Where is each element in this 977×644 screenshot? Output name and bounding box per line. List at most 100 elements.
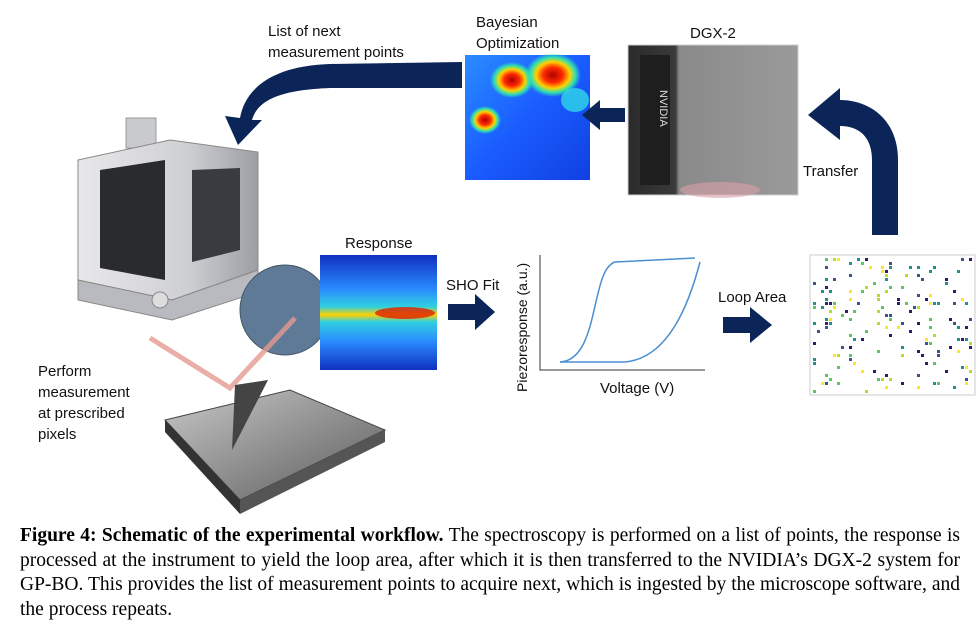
pixel — [917, 322, 920, 325]
pixel — [917, 374, 920, 377]
pixel — [889, 314, 892, 317]
pixel — [933, 302, 936, 305]
pixel — [949, 318, 952, 321]
pixel — [937, 382, 940, 385]
pixel — [957, 326, 960, 329]
pixel — [841, 314, 844, 317]
pixel — [825, 298, 828, 301]
pixel — [881, 306, 884, 309]
pixel — [825, 382, 828, 385]
pixel — [925, 342, 928, 345]
pixel — [925, 362, 928, 365]
pixel — [917, 386, 920, 389]
pixel — [825, 302, 828, 305]
pixel — [845, 310, 848, 313]
pixel — [929, 326, 932, 329]
label: at prescribed — [38, 405, 125, 422]
pixel — [849, 358, 852, 361]
pixel — [821, 306, 824, 309]
arrow-bo-to-instrument — [225, 62, 462, 145]
pixel — [849, 318, 852, 321]
pixel — [857, 258, 860, 261]
pixel — [849, 346, 852, 349]
label: Voltage (V) — [600, 380, 674, 397]
pixel — [897, 302, 900, 305]
pixel — [873, 282, 876, 285]
pixel — [813, 342, 816, 345]
pixel — [885, 278, 888, 281]
instrument — [77, 117, 259, 321]
labels: List of next measurement points Bayesian… — [38, 14, 858, 443]
pixel — [829, 378, 832, 381]
pixel — [945, 278, 948, 281]
pixel — [853, 338, 856, 341]
laser — [148, 316, 297, 392]
label: Loop Area — [718, 289, 787, 306]
pixel — [933, 266, 936, 269]
pixel — [929, 318, 932, 321]
pixel — [825, 326, 828, 329]
pixel — [885, 290, 888, 293]
pixel — [969, 370, 972, 373]
label: Transfer — [803, 163, 858, 180]
pixel — [865, 330, 868, 333]
loop-plot — [539, 255, 705, 371]
pixel — [885, 270, 888, 273]
arrow-loop — [723, 307, 772, 343]
pixel — [813, 390, 816, 393]
pixel — [841, 346, 844, 349]
dgx-photo: NVIDIA — [627, 44, 799, 198]
label: measurement points — [268, 44, 404, 61]
pixel — [885, 326, 888, 329]
pixel — [833, 278, 836, 281]
pixel — [865, 258, 868, 261]
pixel — [953, 386, 956, 389]
pixel — [917, 306, 920, 309]
pixel — [869, 266, 872, 269]
pixel — [921, 278, 924, 281]
pixel — [861, 262, 864, 265]
pixel — [933, 362, 936, 365]
pixel — [957, 350, 960, 353]
pixel-points — [813, 258, 972, 393]
pixel — [889, 262, 892, 265]
pixel — [813, 358, 816, 361]
pixel — [909, 330, 912, 333]
pixel — [901, 354, 904, 357]
pixel — [813, 302, 816, 305]
pixel — [885, 374, 888, 377]
label: measurement — [38, 384, 131, 401]
pixel — [861, 370, 864, 373]
pixel — [957, 270, 960, 273]
pixel — [825, 322, 828, 325]
pixel — [857, 302, 860, 305]
pixel — [861, 290, 864, 293]
pixel — [865, 286, 868, 289]
response-peak — [375, 307, 435, 319]
pixel — [817, 330, 820, 333]
pixel — [949, 346, 952, 349]
caption: Figure 4: Schematic of the experimental … — [20, 524, 960, 622]
pixel — [901, 286, 904, 289]
pixel — [917, 294, 920, 297]
pixel — [881, 378, 884, 381]
pixel — [825, 258, 828, 261]
pixel — [889, 334, 892, 337]
pixel — [925, 298, 928, 301]
pixel — [945, 370, 948, 373]
label: DGX-2 — [690, 25, 736, 42]
pixel — [953, 290, 956, 293]
pixel — [849, 298, 852, 301]
pixel — [853, 362, 856, 365]
pixel — [837, 258, 840, 261]
arrow-sho — [448, 294, 495, 330]
pixel — [937, 302, 940, 305]
pixel — [909, 266, 912, 269]
pixel — [825, 286, 828, 289]
pixel — [965, 366, 968, 369]
pixel — [825, 278, 828, 281]
pixel — [933, 382, 936, 385]
pixel — [969, 258, 972, 261]
pixel — [901, 382, 904, 385]
